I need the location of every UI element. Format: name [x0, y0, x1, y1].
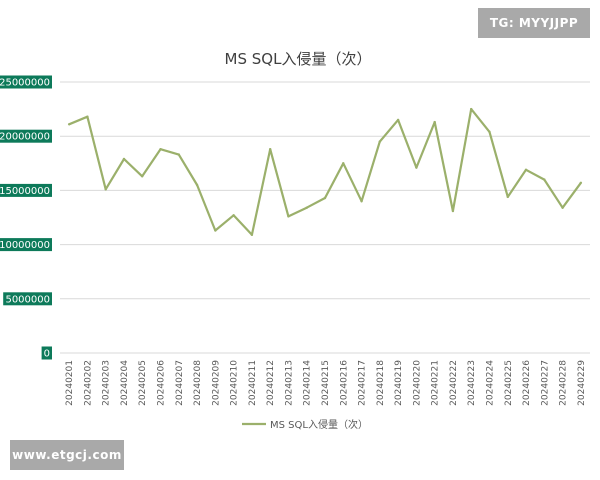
- data-point: [122, 157, 126, 161]
- data-point: [579, 181, 583, 185]
- data-point: [104, 188, 107, 191]
- data-point: [177, 153, 180, 156]
- y-tick-label-background: [0, 183, 53, 197]
- x-tick-label: 20240213: [284, 360, 294, 406]
- x-tick-label: 20240224: [485, 360, 495, 406]
- y-tick-label: 25000000: [0, 78, 50, 89]
- data-point: [342, 162, 345, 165]
- x-tick-label: 20240229: [577, 360, 587, 406]
- data-point: [561, 206, 564, 209]
- data-point: [396, 118, 400, 122]
- y-tick-label-background: [0, 129, 53, 143]
- site-watermark: www.etgcj.com: [10, 440, 124, 470]
- data-point: [360, 200, 363, 203]
- y-tick-label: 5000000: [5, 294, 50, 305]
- x-tick-label: 20240201: [65, 360, 75, 406]
- x-tick-label: 20240212: [266, 360, 276, 406]
- x-tick-label: 20240225: [504, 360, 514, 406]
- y-tick-label: 10000000: [0, 240, 50, 251]
- x-tick-label: 20240210: [230, 360, 240, 406]
- x-tick-label: 20240219: [394, 360, 404, 406]
- y-tick-label-background: [0, 238, 53, 252]
- data-point: [506, 195, 509, 199]
- data-point: [86, 115, 89, 118]
- x-tick-label: 20240207: [175, 360, 185, 406]
- y-axis-ticks: 0 5000000 10000000 15000000 20000000 25000000: [0, 75, 53, 360]
- data-point: [470, 107, 473, 111]
- data-point: [250, 233, 254, 237]
- x-axis-ticks: 20240201 20240202 20240203 20240204 20240205…: [65, 360, 587, 406]
- x-tick-label: 20240202: [83, 360, 93, 406]
- x-tick-label: 20240223: [467, 360, 477, 406]
- x-tick-label: 20240209: [211, 360, 221, 406]
- x-tick-label: 20240205: [138, 360, 148, 406]
- x-tick-label: 20240215: [321, 360, 331, 406]
- data-point: [232, 214, 235, 217]
- x-tick-label: 20240226: [522, 360, 532, 406]
- x-tick-label: 20240220: [412, 360, 422, 406]
- x-tick-label: 20240214: [303, 360, 313, 406]
- x-tick-label: 20240221: [431, 360, 441, 406]
- legend: MS SQL入侵量（次）: [242, 418, 368, 431]
- x-tick-label: 20240211: [248, 360, 258, 406]
- data-point: [141, 175, 144, 178]
- data-point: [195, 183, 199, 187]
- series-line: [68, 107, 582, 236]
- x-tick-label: 20240208: [193, 360, 203, 406]
- x-tick-label: 20240203: [102, 360, 112, 406]
- data-point: [305, 206, 308, 209]
- gridlines: [60, 81, 590, 354]
- y-tick-label-background: [3, 292, 52, 306]
- data-point: [268, 148, 272, 151]
- x-tick-label: 20240216: [339, 360, 349, 406]
- data-point: [433, 120, 436, 124]
- data-point: [488, 130, 491, 134]
- x-tick-label: 20240206: [157, 360, 167, 406]
- data-point: [159, 148, 162, 151]
- x-tick-label: 20240222: [449, 360, 459, 406]
- y-tick-label-background: [0, 75, 53, 89]
- legend-label: MS SQL入侵量（次）: [270, 418, 368, 431]
- data-point: [543, 178, 546, 181]
- x-tick-label: 20240217: [358, 360, 368, 406]
- tg-watermark: TG: MYYJJPP: [478, 8, 590, 38]
- data-point: [451, 209, 455, 213]
- data-point: [214, 229, 217, 232]
- data-point: [67, 123, 71, 126]
- y-tick-label-background: [41, 346, 52, 360]
- x-tick-label: 20240228: [559, 360, 569, 406]
- data-point: [524, 168, 528, 172]
- chart-title: MS SQL入侵量（次）: [225, 50, 372, 68]
- x-tick-label: 20240218: [376, 360, 386, 406]
- x-tick-label: 20240204: [120, 360, 130, 406]
- data-point: [323, 196, 327, 200]
- y-tick-label: 15000000: [0, 186, 50, 197]
- data-point: [378, 140, 382, 143]
- data-point: [415, 166, 418, 169]
- x-tick-label: 20240227: [540, 360, 550, 406]
- series-layer: [67, 107, 583, 237]
- y-tick-label: 20000000: [0, 132, 50, 143]
- data-point: [287, 215, 290, 218]
- y-tick-label: 0: [44, 349, 50, 360]
